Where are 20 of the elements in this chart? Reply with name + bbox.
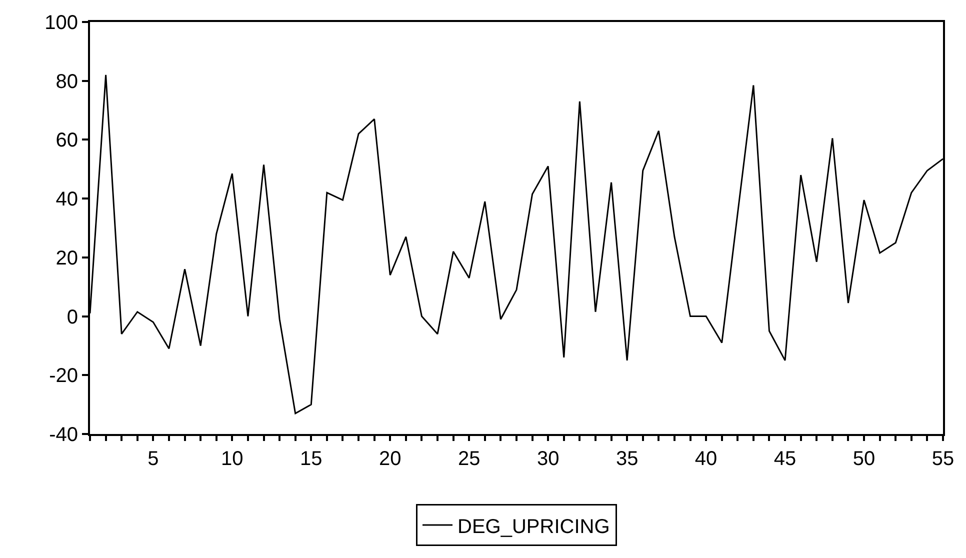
x-tick-label: 5	[148, 448, 159, 470]
y-tick-label: 0	[66, 306, 78, 328]
y-tick-label: 40	[56, 188, 78, 211]
x-tick-label: 10	[221, 448, 244, 470]
x-tick-label: 15	[300, 448, 322, 470]
y-tick-label: 100	[44, 12, 78, 34]
x-tick-label: 55	[932, 448, 954, 470]
x-tick-label: 45	[774, 448, 796, 470]
y-tick-label: -20	[49, 365, 78, 388]
x-tick-label: 40	[694, 448, 718, 470]
x-tick-label: 35	[616, 448, 638, 470]
y-tick-label: -40	[49, 424, 78, 446]
legend-label: DEG_UPRICING	[458, 516, 610, 538]
y-tick-label: 60	[56, 130, 78, 152]
x-tick-label: 50	[852, 448, 876, 470]
x-tick-label: 30	[536, 448, 560, 470]
x-tick-label: 20	[379, 448, 402, 470]
y-tick-label: 20	[56, 247, 78, 270]
x-tick-label: 25	[458, 448, 480, 470]
y-tick-label: 80	[56, 70, 78, 93]
